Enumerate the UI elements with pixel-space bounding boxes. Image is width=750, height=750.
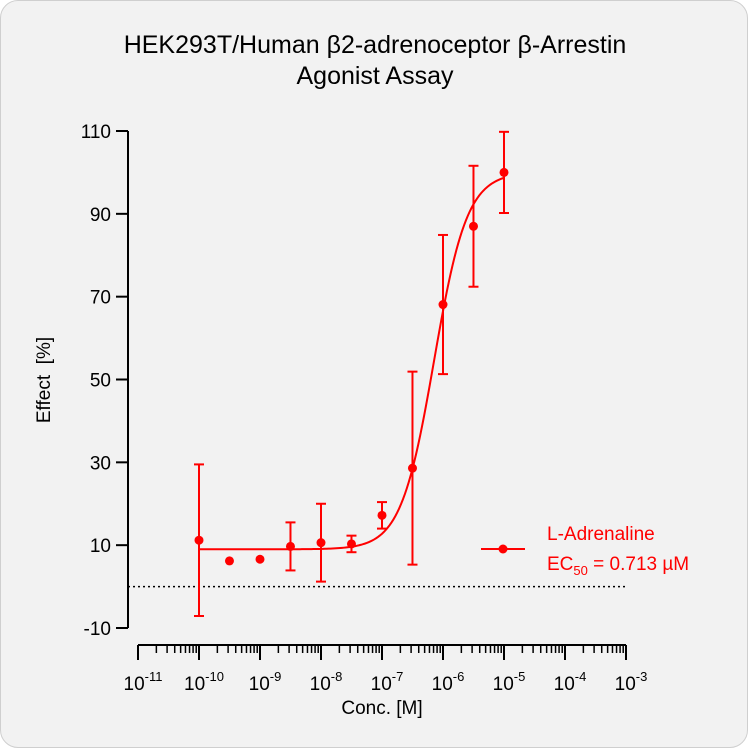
data-point [346, 539, 356, 549]
legend: L-Adrenaline EC50 = 0.713 µM [481, 524, 689, 578]
data-point [224, 556, 234, 566]
y-tick-label: 10 [90, 536, 111, 557]
y-tick-label: 50 [90, 371, 111, 392]
x-tick-label: 10-3 [615, 669, 648, 695]
x-tick-label: 10-5 [493, 669, 526, 695]
y-tick-label: 90 [90, 205, 111, 226]
chart-title-line-2: Agonist Assay [296, 62, 454, 90]
x-tick-label: 10-10 [184, 669, 224, 695]
legend-ec50: EC50 = 0.713 µM [547, 554, 689, 578]
y-tick-label: -10 [84, 619, 111, 640]
x-tick-label: 10-11 [124, 669, 163, 695]
data-points [194, 130, 509, 617]
legend-marker [498, 544, 508, 554]
y-tick-label: 30 [90, 453, 111, 474]
data-point [255, 554, 265, 564]
data-point [438, 300, 448, 310]
data-point [194, 535, 204, 545]
data-point [468, 221, 478, 231]
chart-title-line-1: HEK293T/Human β2-adrenoceptor β-Arrestin [123, 31, 627, 59]
fit-curve [199, 176, 505, 551]
data-point [285, 541, 295, 551]
x-axis: 10-11 10-10 10-9 10-8 10-7 10-6 10-5 10-4 10-3 [124, 644, 648, 695]
legend-series-name: L-Adrenaline [547, 524, 655, 545]
chart-title: HEK293T/Human β2-adrenoceptor β-Arrestin… [0, 30, 750, 92]
x-tick-label: 10-8 [310, 669, 343, 695]
y-tick-label: 110 [81, 122, 111, 143]
data-point [407, 463, 417, 473]
x-axis-label: Conc. [M] [341, 698, 422, 719]
x-tick-label: 10-4 [554, 669, 587, 695]
y-tick-label: 70 [90, 288, 111, 309]
data-point [499, 167, 509, 177]
y-axis: -10 10 30 50 70 90 110 [81, 122, 129, 640]
data-point [377, 510, 387, 520]
x-tick-label: 10-9 [249, 669, 282, 695]
data-point [316, 538, 326, 548]
x-tick-label: 10-6 [432, 669, 465, 695]
y-axis-label: Effect [%] [34, 337, 55, 423]
x-tick-label: 10-7 [371, 669, 404, 695]
